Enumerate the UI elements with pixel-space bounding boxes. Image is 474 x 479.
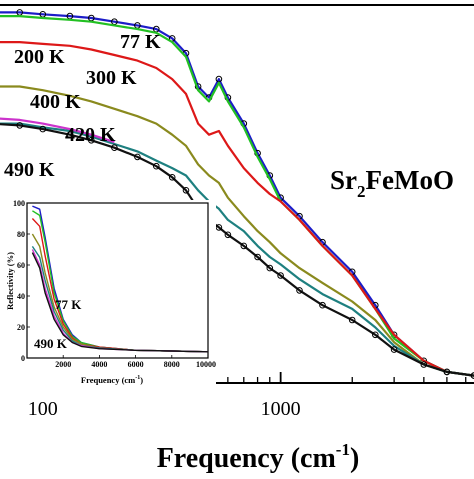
inset-frame [26, 202, 209, 359]
x-axis-title: Frequency (cm-1) [157, 440, 360, 474]
data-point [319, 301, 326, 309]
data-point [390, 346, 398, 353]
series-extra-6 [0, 117, 115, 144]
data-point [224, 231, 232, 239]
series-label-420k: 420 K [65, 124, 116, 146]
data-point [348, 316, 356, 324]
series-label-300k: 300 K [86, 67, 137, 89]
inset-x-axis-title: Frequency (cm-1) [81, 375, 143, 385]
series-layer [0, 9, 474, 379]
inset-y-axis-title: Reflectivity (%) [5, 252, 15, 310]
inset-y-tick-label: 40 [17, 292, 25, 301]
data-point [240, 242, 248, 250]
inset-x-tick-label: 2000 [55, 360, 71, 369]
data-point [296, 287, 303, 294]
inset-x-tick-label: 10000 [196, 360, 216, 369]
data-point [470, 372, 474, 379]
inset-x-ticks: 2000 4000 6000 8000 10000 [55, 355, 216, 369]
inset-y-tick-label: 80 [17, 230, 25, 239]
inset-label-77k: 77 K [55, 297, 82, 312]
x-tick-label: 1000 [261, 398, 301, 420]
data-point [182, 187, 190, 194]
series-300-k [0, 40, 474, 377]
inset-y-tick-label: 0 [21, 354, 25, 363]
data-point [443, 368, 451, 376]
series-420-k [0, 122, 474, 377]
data-point [66, 131, 74, 138]
data-point [215, 224, 223, 231]
inset-label-490k: 490 K [34, 336, 68, 351]
main-plot: 100 1000 77 K 200 K 300 K 400 K 420 K 490… [0, 4, 474, 474]
data-point [420, 361, 428, 368]
inset-series-layer [31, 205, 209, 353]
series-line [0, 85, 474, 377]
series-line [0, 11, 474, 377]
inset-y-tick-label: 20 [17, 323, 25, 332]
data-point [111, 144, 118, 151]
inset-y-tick-label: 100 [13, 199, 25, 208]
series-line [0, 117, 115, 144]
data-point [168, 174, 176, 181]
data-point [277, 272, 284, 279]
inset-y-ticks: 0 20 40 60 80 100 [13, 199, 30, 363]
data-point [266, 264, 274, 272]
data-point [153, 162, 160, 170]
inset-x-tick-label: 6000 [128, 360, 144, 369]
inset-y-tick-label: 60 [17, 261, 25, 270]
series-400-k [0, 85, 474, 377]
data-point [134, 153, 141, 161]
inset-background [0, 200, 216, 400]
inset-chart: 0 20 40 60 80 100 2000 4000 6000 8000 10000 Refle… [0, 199, 216, 400]
series-line [0, 40, 474, 377]
series-label-490k: 490 K [4, 159, 55, 181]
data-point [88, 137, 95, 144]
series-line [0, 122, 474, 377]
data-point [16, 122, 24, 129]
x-tick-label: 100 [28, 398, 58, 420]
data-point [39, 125, 47, 133]
inset-x-tick-label: 8000 [164, 360, 180, 369]
data-point [254, 253, 261, 261]
inset-x-tick-label: 4000 [91, 360, 107, 369]
compound-label: Sr2FeMoO [330, 165, 454, 201]
inset-series-line [31, 252, 209, 353]
series-label-77k: 77 K [120, 31, 161, 53]
data-point [372, 331, 379, 339]
series-line [0, 123, 474, 377]
series-label-400k: 400 K [30, 91, 81, 113]
series-label-200k: 200 K [14, 46, 65, 68]
